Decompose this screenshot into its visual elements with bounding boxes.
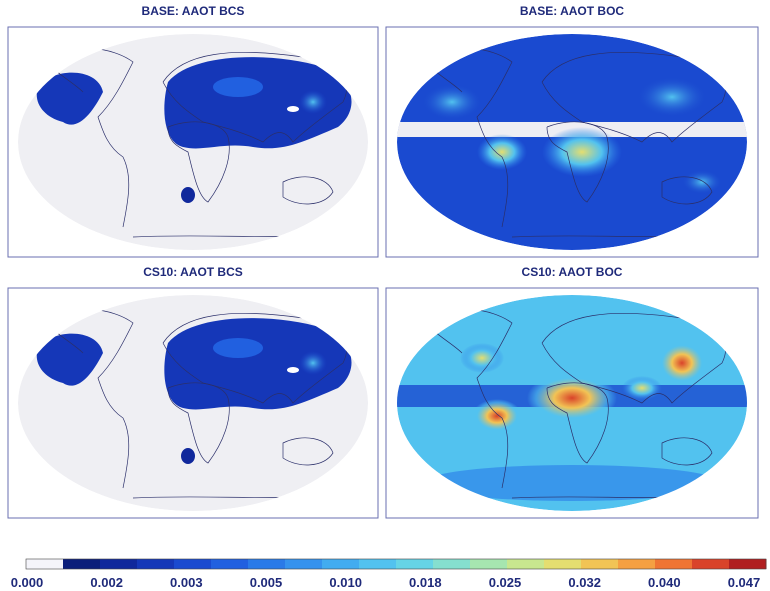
colorbar-segment — [174, 559, 212, 569]
colorbar-label: 0.040 — [648, 575, 681, 590]
colorbar: 0.000 0.002 0.003 0.005 0.010 0.018 0.025 0.032… — [11, 559, 767, 590]
panel-title: BASE: AAOT BOC — [520, 4, 625, 18]
colorbar-label: 0.002 — [90, 575, 123, 590]
colorbar-label: 0.018 — [409, 575, 442, 590]
colorbar-label: 0.032 — [568, 575, 601, 590]
colorbar-segment — [100, 559, 138, 569]
panel-title: CS10: AAOT BOC — [522, 265, 623, 279]
panel-title: CS10: AAOT BCS — [143, 265, 243, 279]
colorbar-label: 0.025 — [489, 575, 522, 590]
panel: BASE: AAOT BOC — [386, 4, 758, 257]
colorbar-label: 0.003 — [170, 575, 203, 590]
colorbar-segment — [507, 559, 545, 569]
panel-title: BASE: AAOT BCS — [142, 4, 245, 18]
colorbar-segment — [618, 559, 656, 569]
colorbar-label: 0.047 — [728, 575, 761, 590]
colorbar-segment — [655, 559, 693, 569]
colorbar-segment — [137, 559, 175, 569]
colorbar-segment — [26, 559, 64, 569]
colorbar-label: 0.005 — [250, 575, 283, 590]
colorbar-segment — [544, 559, 582, 569]
colorbar-segment — [248, 559, 286, 569]
colorbar-segment — [211, 559, 249, 569]
figure: BASE: AAOT BCS BASE: AAOT BOC CS10: AAOT… — [0, 0, 770, 591]
colorbar-segment — [285, 559, 323, 569]
colorbar-segment — [470, 559, 508, 569]
colorbar-segment — [322, 559, 360, 569]
panel: BASE: AAOT BCS — [8, 4, 378, 257]
colorbar-segment — [581, 559, 619, 569]
panel: CS10: AAOT BOC — [386, 265, 758, 518]
colorbar-segment — [63, 559, 101, 569]
panel: CS10: AAOT BCS — [8, 265, 378, 518]
colorbar-label: 0.010 — [329, 575, 362, 590]
colorbar-segment — [692, 559, 730, 569]
colorbar-segment — [396, 559, 434, 569]
colorbar-segment — [433, 559, 471, 569]
colorbar-segment — [359, 559, 397, 569]
colorbar-segment — [729, 559, 767, 569]
colorbar-label: 0.000 — [11, 575, 44, 590]
